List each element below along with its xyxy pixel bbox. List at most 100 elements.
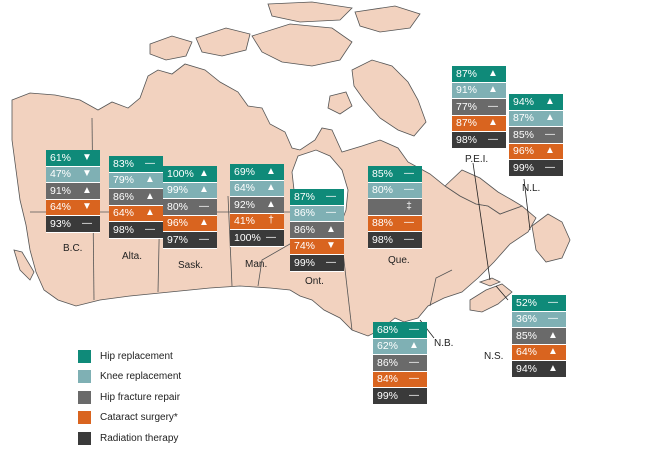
indicator-value: 79% <box>113 174 135 186</box>
indicator-value: 94% <box>513 95 535 108</box>
indicator-cell: 91% ▲ <box>452 82 506 99</box>
indicator-value: 36% <box>516 313 538 325</box>
province-panel-ont: 87% — 86% — 86% ▲ 74% ▼ 99% — <box>290 189 344 272</box>
dash-icon: — <box>488 133 498 145</box>
up-triangle-icon: ▲ <box>199 167 209 179</box>
province-panel-sask: 100% ▲ 99% ▲ 80% — 96% ▲ 97% — <box>163 166 217 249</box>
indicator-cell: 85% ▲ <box>512 328 566 345</box>
dash-icon: — <box>266 231 276 243</box>
indicator-value: 98% <box>456 133 478 146</box>
indicator-cell: 99% ▲ <box>163 182 217 199</box>
indicator-value: 99% <box>377 389 399 402</box>
indicator-value: 87% <box>294 190 316 203</box>
indicator-cell: 88% — <box>368 215 422 232</box>
indicator-value: 84% <box>377 373 399 385</box>
province-panel-que: 85% — 80% — ‡ 88% — 98% — <box>368 166 422 249</box>
indicator-cell: 86% — <box>373 355 427 372</box>
indicator-cell: 86% — <box>290 205 344 222</box>
indicator-value: 97% <box>167 233 189 246</box>
arctic-island-1 <box>149 35 193 61</box>
indicator-cell: 87% ▲ <box>452 66 506 83</box>
down-triangle-icon: ▼ <box>82 151 92 163</box>
indicator-cell: 85% — <box>509 127 563 144</box>
legend-label: Hip fracture repair <box>100 391 181 403</box>
dash-icon: — <box>409 356 419 368</box>
arctic-island-2 <box>195 27 251 57</box>
indicator-cell: 91% ▲ <box>46 183 100 200</box>
indicator-cell: 97% — <box>163 232 217 249</box>
dash-icon: — <box>145 157 155 169</box>
indicator-cell: 80% — <box>368 182 422 199</box>
indicator-cell: 41% † <box>230 213 284 230</box>
legend-swatch <box>78 411 91 425</box>
indicator-value: 85% <box>372 167 394 180</box>
arctic-island-3 <box>251 23 353 67</box>
up-triangle-icon: ▲ <box>488 67 498 79</box>
province-label-pei: P.E.I. <box>465 154 489 165</box>
indicator-value: 99% <box>513 161 535 174</box>
indicator-value: 47% <box>50 168 72 180</box>
indicator-cell: 99% — <box>509 160 563 177</box>
dash-icon: — <box>326 207 336 218</box>
up-triangle-icon: ▲ <box>266 165 276 177</box>
indicator-value: 80% <box>372 184 394 196</box>
indicator-cell: 99% — <box>373 388 427 405</box>
province-label-bc: B.C. <box>63 243 83 254</box>
legend-swatch <box>78 390 91 404</box>
indicator-value: 96% <box>167 217 189 229</box>
province-panel-bc: 61% ▼ 47% ▼ 91% ▲ 64% ▼ 93% — <box>46 150 100 233</box>
indicator-value: 98% <box>113 223 135 236</box>
labrador <box>444 169 523 215</box>
province-label-nb: N.B. <box>434 338 454 349</box>
dash-icon: — <box>404 217 414 228</box>
indicator-value: 83% <box>113 157 135 170</box>
indicator-cell: 87% ▲ <box>452 115 506 132</box>
dash-icon: — <box>82 217 92 229</box>
up-triangle-icon: ▲ <box>199 184 209 195</box>
up-triangle-icon: ▲ <box>548 362 558 374</box>
indicator-value: 68% <box>377 323 399 336</box>
indicator-cell: 98% — <box>452 132 506 149</box>
legend-item-hip-fracture-repair: Hip fracture repair <box>78 387 181 408</box>
indicator-value: 86% <box>113 190 135 203</box>
indicator-cell: 92% ▲ <box>230 197 284 214</box>
up-triangle-icon: ▲ <box>326 223 336 235</box>
up-triangle-icon: ▲ <box>145 190 155 202</box>
up-triangle-icon: ▲ <box>488 84 498 95</box>
indicator-value: 91% <box>50 184 72 197</box>
legend-item-knee-replacement: Knee replacement <box>78 367 181 388</box>
indicator-cell: 64% ▲ <box>230 180 284 197</box>
indicator-cell: 77% — <box>452 99 506 116</box>
dash-icon: — <box>548 313 558 324</box>
indicator-cell: 64% ▲ <box>512 344 566 361</box>
up-triangle-icon: ▲ <box>548 346 558 357</box>
indicator-cell: 62% ▲ <box>373 338 427 355</box>
indicator-cell: 61% ▼ <box>46 150 100 167</box>
indicator-value: 52% <box>516 296 538 309</box>
indicator-value: 77% <box>456 100 478 113</box>
legend-label: Radiation therapy <box>100 432 179 444</box>
indicator-value: 85% <box>516 329 538 342</box>
indicator-value: 99% <box>294 256 316 269</box>
up-triangle-icon: ▲ <box>199 217 209 228</box>
indicator-value: 94% <box>516 362 538 375</box>
indicator-cell: 79% ▲ <box>109 172 163 189</box>
indicator-cell: 68% — <box>373 322 427 339</box>
province-label-alta: Alta. <box>122 251 143 262</box>
dash-icon: — <box>404 233 414 245</box>
indicator-value: 87% <box>456 67 478 80</box>
indicator-cell: 100% — <box>230 230 284 247</box>
province-label-nl: N.L. <box>522 183 541 194</box>
indicator-cell: 96% ▲ <box>509 143 563 160</box>
indicator-value: 64% <box>516 346 538 358</box>
province-panel-nb: 68% — 62% ▲ 86% — 84% — 99% — <box>373 322 427 405</box>
legend-label: Hip replacement <box>100 350 173 362</box>
dash-icon: — <box>545 161 555 173</box>
province-label-sask: Sask. <box>178 260 204 271</box>
legend-item-radiation-therapy: Radiation therapy <box>78 428 181 449</box>
province-label-ont: Ont. <box>305 276 324 287</box>
up-triangle-icon: ▲ <box>266 182 276 193</box>
indicator-value: 86% <box>377 356 399 369</box>
indicator-value: 86% <box>294 207 316 219</box>
newfoundland <box>531 213 571 263</box>
